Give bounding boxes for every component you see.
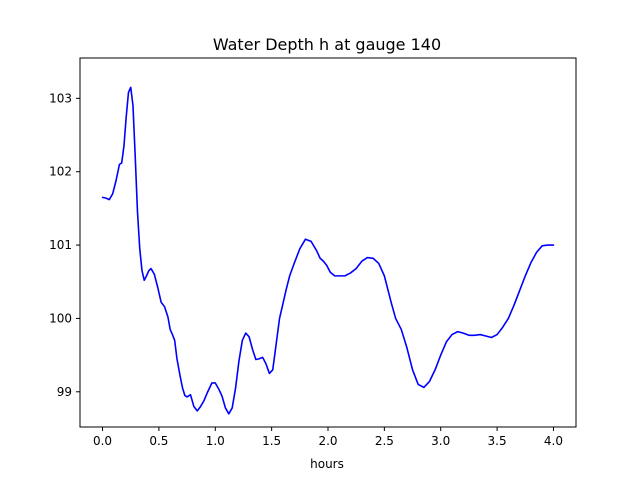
y-tick-label: 100 xyxy=(49,311,72,325)
x-tick-label: 2.0 xyxy=(318,434,337,448)
x-tick-label: 0.5 xyxy=(149,434,168,448)
x-axis-ticks: 0.0 0.5 1.0 1.5 2.0 2.5 3.0 3.5 4.0 xyxy=(93,427,563,448)
x-tick-label: 1.5 xyxy=(262,434,281,448)
y-tick-label: 103 xyxy=(49,91,72,105)
x-axis-label: hours xyxy=(310,457,344,471)
x-tick-label: 0.0 xyxy=(93,434,112,448)
y-tick-label: 102 xyxy=(49,165,72,179)
series-line xyxy=(101,86,555,415)
x-tick-label: 2.5 xyxy=(375,434,394,448)
x-tick-label: 1.0 xyxy=(206,434,225,448)
y-axis-ticks: 99 100 101 102 103 xyxy=(49,91,80,399)
y-tick-label: 101 xyxy=(49,238,72,252)
x-tick-label: 3.5 xyxy=(488,434,507,448)
plot-area xyxy=(79,57,577,428)
y-tick-label: 99 xyxy=(57,385,72,399)
chart-title: Water Depth h at gauge 140 xyxy=(213,35,441,54)
x-tick-label: 4.0 xyxy=(544,434,563,448)
axes-frame xyxy=(79,57,577,428)
x-tick-label: 3.0 xyxy=(431,434,450,448)
